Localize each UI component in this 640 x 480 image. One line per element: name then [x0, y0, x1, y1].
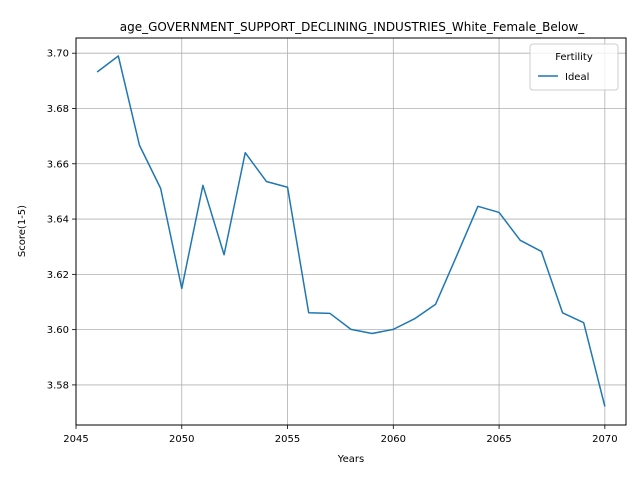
y-tick-label: 3.60 [47, 325, 69, 336]
y-tick-label: 3.64 [47, 215, 69, 226]
x-tick-label: 2060 [381, 434, 406, 445]
grid-lines [75, 38, 626, 425]
series-line-ideal [96, 55, 606, 407]
legend-label-ideal: Ideal [565, 72, 589, 83]
x-tick-label: 2055 [275, 434, 300, 445]
y-axis-ticks: 3.58 3.60 3.62 3.64 3.66 3.68 3.70 [47, 49, 76, 391]
y-tick-label: 3.58 [47, 380, 69, 391]
legend-frame [529, 43, 619, 91]
y-tick-label: 3.62 [47, 270, 69, 281]
x-tick-label: 2070 [592, 434, 617, 445]
x-tick-label: 2050 [169, 434, 194, 445]
x-tick-label: 2065 [486, 434, 511, 445]
plot-area-frame [75, 37, 627, 426]
chart-title: age_GOVERNMENT_SUPPORT_DECLINING_INDUSTR… [120, 20, 586, 34]
y-tick-label: 3.70 [47, 49, 69, 60]
x-axis-ticks: 2045 2050 2055 2060 2065 2070 [63, 425, 618, 445]
legend-title: Fertility [555, 52, 593, 63]
legend: Fertility Ideal [529, 43, 619, 91]
x-tick-label: 2045 [63, 434, 88, 445]
y-tick-label: 3.68 [47, 104, 69, 115]
y-tick-label: 3.66 [47, 159, 69, 170]
x-axis-label: Years [337, 454, 364, 465]
y-axis-label: Score(1-5) [17, 205, 28, 257]
series-lines [96, 55, 606, 407]
